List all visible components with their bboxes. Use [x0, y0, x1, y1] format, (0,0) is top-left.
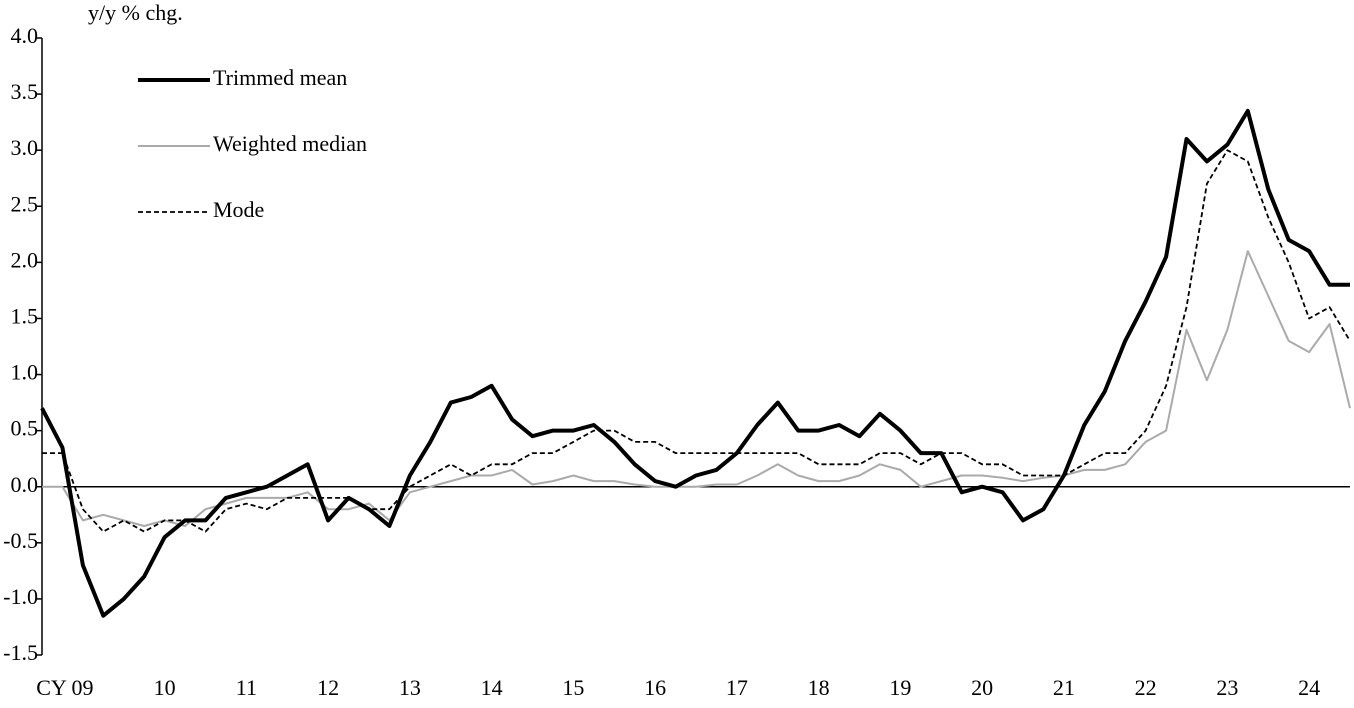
y-tick-label: 3.0	[11, 135, 39, 160]
x-tick-label: 20	[971, 675, 993, 700]
x-tick-label: CY 09	[36, 675, 93, 700]
x-tick-label: 10	[154, 675, 176, 700]
x-tick-label: 22	[1135, 675, 1157, 700]
series-line	[42, 250, 1351, 527]
y-tick-label: 1.0	[11, 360, 39, 385]
x-tick-label: 19	[889, 675, 911, 700]
y-tick-label: 2.5	[11, 191, 39, 216]
x-tick-label: 18	[808, 675, 830, 700]
y-tick-label: 1.5	[11, 304, 39, 329]
y-tick-label: -1.5	[3, 640, 38, 665]
x-tick-label: 23	[1216, 675, 1238, 700]
series-line	[40, 108, 1350, 618]
x-tick-label: 12	[317, 675, 339, 700]
y-tick-label: -1.0	[3, 584, 38, 609]
x-tick-label: 16	[644, 675, 666, 700]
x-tick-label: 13	[399, 675, 421, 700]
y-tick-label: 0.0	[11, 472, 39, 497]
x-tick-label: 24	[1298, 675, 1320, 700]
y-tick-label: 3.5	[11, 79, 39, 104]
y-tick-label: -0.5	[3, 528, 38, 553]
y-tick-label: 2.0	[11, 247, 39, 272]
x-tick-label: 21	[1053, 675, 1075, 700]
legend-label: Mode	[213, 197, 264, 222]
x-tick-label: 14	[481, 675, 503, 700]
legend-label: Weighted median	[213, 131, 367, 156]
series-line	[42, 149, 1351, 533]
y-tick-label: 0.5	[11, 416, 39, 441]
legend-label: Trimmed mean	[213, 65, 347, 90]
x-tick-label: 11	[236, 675, 257, 700]
y-axis-label: y/y % chg.	[88, 0, 183, 25]
y-tick-label: 4.0	[11, 23, 39, 48]
x-tick-label: 17	[726, 675, 748, 700]
x-tick-label: 15	[562, 675, 584, 700]
